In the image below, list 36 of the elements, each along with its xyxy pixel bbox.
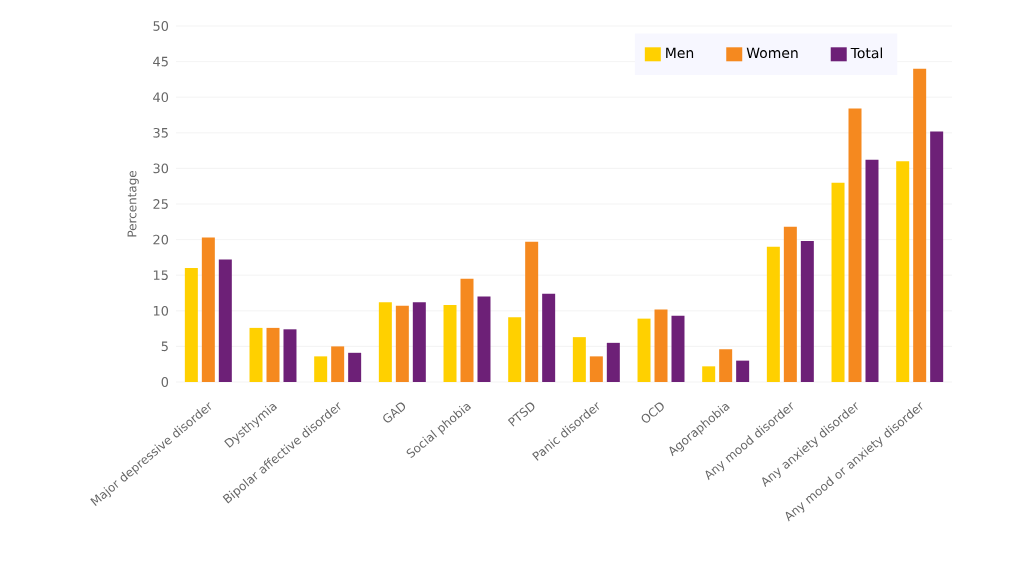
bar xyxy=(525,241,539,382)
bar xyxy=(314,356,328,382)
bar xyxy=(412,302,426,382)
bar xyxy=(637,318,651,382)
bar xyxy=(331,346,345,382)
bar xyxy=(589,356,603,382)
bar xyxy=(848,108,862,382)
bar xyxy=(606,342,620,382)
bar xyxy=(671,315,685,382)
bar xyxy=(702,366,716,382)
bar xyxy=(766,246,780,382)
bar xyxy=(896,161,910,382)
bar xyxy=(783,226,797,382)
bar xyxy=(266,327,280,382)
bar xyxy=(719,349,733,382)
bar xyxy=(831,182,845,382)
bar xyxy=(508,317,522,382)
bar xyxy=(218,259,232,382)
bar xyxy=(378,302,392,382)
bar xyxy=(865,159,879,382)
bar xyxy=(249,327,263,382)
bar xyxy=(395,305,409,382)
bar xyxy=(477,296,491,382)
bar xyxy=(800,241,814,382)
bar xyxy=(913,68,927,382)
bar xyxy=(654,309,668,382)
bar xyxy=(443,305,457,382)
bar xyxy=(930,131,944,382)
bar xyxy=(348,352,362,382)
bar xyxy=(283,329,297,382)
bar xyxy=(736,360,750,382)
bar xyxy=(460,278,474,382)
bar xyxy=(572,337,586,382)
bar xyxy=(184,268,198,382)
bar xyxy=(201,237,215,382)
bar xyxy=(542,293,556,382)
